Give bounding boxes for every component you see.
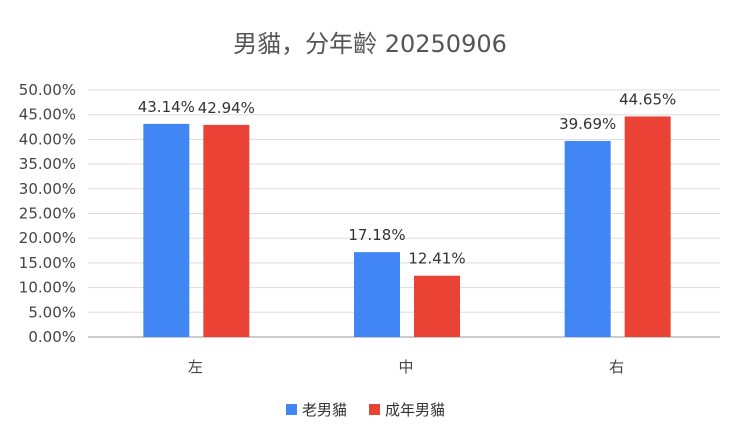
- y-tick-label: 50.00%: [19, 81, 76, 99]
- y-tick-label: 35.00%: [19, 155, 76, 173]
- legend-swatch: [286, 404, 297, 415]
- bar: [624, 116, 671, 337]
- legend-swatch: [369, 404, 381, 415]
- y-tick-label: 10.00%: [19, 279, 76, 297]
- data-label: 17.18%: [348, 226, 405, 244]
- y-tick-label: 40.00%: [19, 130, 76, 148]
- bar: [414, 275, 460, 337]
- bar: [354, 252, 400, 337]
- data-label: 43.14%: [138, 98, 195, 116]
- y-tick-label: 20.00%: [19, 229, 76, 247]
- x-tick-label: 右: [609, 358, 624, 376]
- bar: [143, 123, 190, 337]
- legend-label: 成年男貓: [385, 401, 445, 419]
- legend: 老男貓 成年男貓: [286, 401, 445, 419]
- data-label: 39.69%: [559, 115, 616, 133]
- data-label: 44.65%: [619, 90, 676, 108]
- y-tick-label: 0.00%: [28, 328, 76, 346]
- y-tick-label: 45.00%: [19, 106, 76, 124]
- x-tick-label: 左: [188, 358, 203, 376]
- y-tick-label: 5.00%: [28, 303, 76, 321]
- y-tick-label: 30.00%: [19, 180, 76, 198]
- bar: [564, 140, 611, 337]
- bar: [203, 124, 250, 337]
- data-label: 42.94%: [198, 99, 255, 117]
- x-tick-label: 中: [398, 358, 413, 376]
- legend-label: 老男貓: [302, 401, 347, 419]
- y-tick-label: 25.00%: [19, 205, 76, 223]
- chart-title: 男貓，分年齡 20250906: [233, 30, 507, 58]
- y-tick-label: 15.00%: [19, 254, 76, 272]
- data-label: 12.41%: [408, 250, 465, 268]
